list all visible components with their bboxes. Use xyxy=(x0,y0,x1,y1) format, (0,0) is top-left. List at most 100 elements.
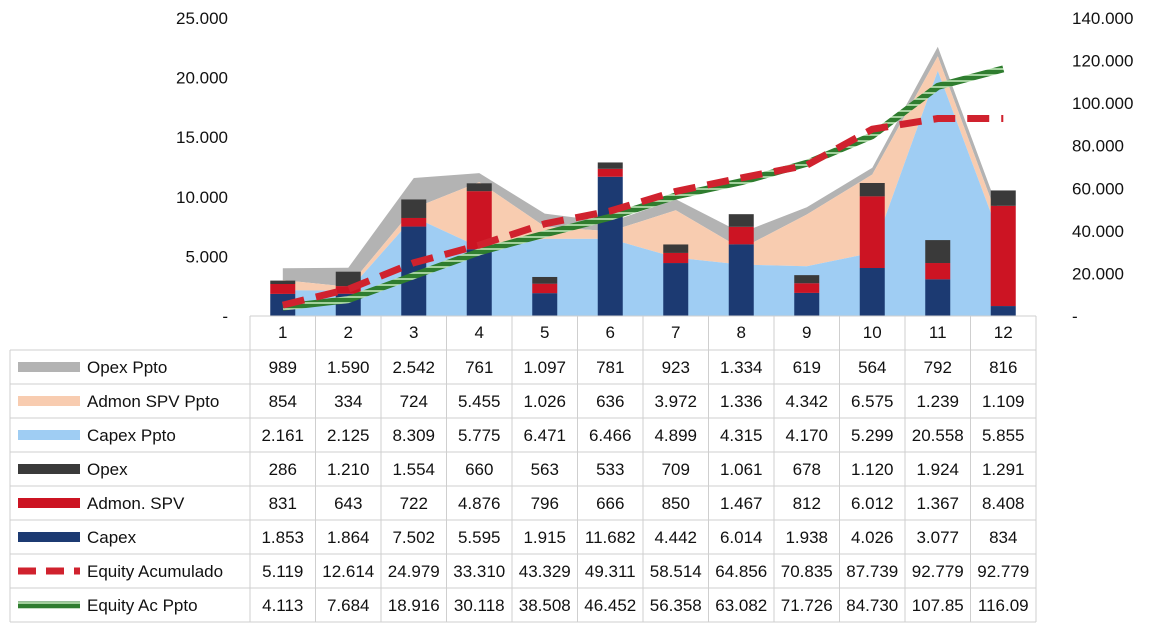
table-cell-value: 92.779 xyxy=(977,562,1029,581)
line-layer xyxy=(281,65,1005,311)
table-cell-value: 989 xyxy=(269,358,297,377)
table-cell-value: 6.014 xyxy=(720,528,763,547)
bar-capex xyxy=(925,279,951,316)
table-cell-value: 6.575 xyxy=(851,392,894,411)
bar-admon-spv xyxy=(794,283,820,293)
bar-opex xyxy=(925,240,951,264)
table-cell-value: 1.924 xyxy=(916,460,959,479)
table-cell-value: 6.466 xyxy=(589,426,632,445)
table-cell-value: 1.467 xyxy=(720,494,763,513)
table-cell-value: 709 xyxy=(662,460,690,479)
y-right-tick-label: 100.000 xyxy=(1072,94,1133,113)
table-cell-value: 4.876 xyxy=(458,494,501,513)
table-cell-value: 816 xyxy=(989,358,1017,377)
bar-capex xyxy=(990,306,1016,316)
table-cell-value: 70.835 xyxy=(781,562,833,581)
table-cell-value: 20.558 xyxy=(912,426,964,445)
y-right-tick-label: 60.000 xyxy=(1072,179,1124,198)
table-cell-value: 1.026 xyxy=(523,392,566,411)
table-cell-value: 71.726 xyxy=(781,596,833,615)
table-cell-value: 116.09 xyxy=(978,596,1029,615)
bar-admon-spv xyxy=(663,252,689,264)
table-cell-value: 7.502 xyxy=(392,528,435,547)
table-cell-value: 2.125 xyxy=(327,426,370,445)
table-cell-value: 1.239 xyxy=(916,392,959,411)
table-cell-value: 678 xyxy=(793,460,821,479)
table-cell-value: 796 xyxy=(531,494,559,513)
table-cell-value: 660 xyxy=(465,460,493,479)
table-cell-value: 30.118 xyxy=(454,596,505,615)
table-cell-value: 63.082 xyxy=(715,596,767,615)
table-cell-value: 1.291 xyxy=(982,460,1025,479)
bar-capex xyxy=(663,263,689,316)
table-cell-value: 619 xyxy=(793,358,821,377)
bar-opex xyxy=(532,276,558,284)
table-cell-value: 636 xyxy=(596,392,624,411)
table-cell-value: 1.938 xyxy=(785,528,828,547)
bar-admon-spv xyxy=(925,263,951,280)
area-admon-spv-ppto xyxy=(282,56,1004,291)
table-cell-value: 4.170 xyxy=(785,426,828,445)
table-cell-value: 834 xyxy=(989,528,1017,547)
bar-layer xyxy=(270,162,1016,316)
series-name: Opex Ppto xyxy=(87,358,167,377)
bar-opex xyxy=(859,182,885,197)
bar-admon-spv xyxy=(335,286,361,294)
table-cell-value: 1.367 xyxy=(916,494,959,513)
bar-opex xyxy=(597,162,623,169)
y-left-tick-label: 25.000 xyxy=(176,9,228,28)
bar-capex xyxy=(859,268,885,316)
table-cell-value: 1.590 xyxy=(327,358,370,377)
category-label: 10 xyxy=(863,323,882,342)
series-name: Capex Ppto xyxy=(87,426,176,445)
category-label: 2 xyxy=(344,323,353,342)
table-cell-value: 1.097 xyxy=(523,358,566,377)
category-label: 1 xyxy=(278,323,287,342)
y-left-tick-label: 5.000 xyxy=(185,247,228,266)
table-cell-value: 4.026 xyxy=(851,528,894,547)
series-name: Admon. SPV xyxy=(87,494,185,513)
table-cell-value: 2.542 xyxy=(392,358,435,377)
table-cell-value: 5.775 xyxy=(458,426,501,445)
bar-admon-spv xyxy=(597,168,623,177)
y-right-tick-label: 80.000 xyxy=(1072,137,1124,156)
line-equity-acumulado xyxy=(281,115,1004,309)
y-right-tick-label: 140.000 xyxy=(1072,9,1133,28)
table-cell-value: 1.210 xyxy=(327,460,370,479)
table-cell-value: 33.310 xyxy=(453,562,505,581)
table-cell-value: 4.342 xyxy=(785,392,828,411)
table-cell-value: 6.471 xyxy=(523,426,566,445)
legend-key xyxy=(18,396,80,406)
table-cell-value: 4.899 xyxy=(654,426,697,445)
y-right-tick-label: 120.000 xyxy=(1072,52,1133,71)
table-cell-value: 724 xyxy=(400,392,428,411)
table-cell-value: 923 xyxy=(662,358,690,377)
table-cell-value: 3.077 xyxy=(916,528,959,547)
table-cell-value: 1.554 xyxy=(392,460,435,479)
table-cell-value: 43.329 xyxy=(519,562,571,581)
category-label: 8 xyxy=(737,323,746,342)
table-cell-value: 564 xyxy=(858,358,886,377)
y-right-tick-label: 20.000 xyxy=(1072,264,1124,283)
category-label: 9 xyxy=(802,323,811,342)
table-cell-value: 850 xyxy=(662,494,690,513)
y-left-tick-label: - xyxy=(222,307,228,326)
category-label: 5 xyxy=(540,323,549,342)
table-cell-value: 5.119 xyxy=(262,562,303,581)
bar-opex xyxy=(270,280,296,285)
category-label: 3 xyxy=(409,323,418,342)
bar-admon-spv xyxy=(859,196,885,269)
bar-admon-spv xyxy=(990,205,1016,307)
legend-key xyxy=(18,532,80,542)
bar-capex xyxy=(794,292,820,316)
y-left-tick-label: 10.000 xyxy=(176,188,228,207)
bar-capex xyxy=(466,249,492,316)
axis-layer: 25.000 20.000 15.000 10.000 5.000 - 140.000 120… xyxy=(176,9,1133,326)
table-cell-value: 18.916 xyxy=(388,596,440,615)
bar-capex xyxy=(532,293,558,316)
table-cell-value: 46.452 xyxy=(584,596,636,615)
table-cell-value: 12.614 xyxy=(322,562,374,581)
series-name: Capex xyxy=(87,528,137,547)
bar-opex xyxy=(466,183,492,192)
